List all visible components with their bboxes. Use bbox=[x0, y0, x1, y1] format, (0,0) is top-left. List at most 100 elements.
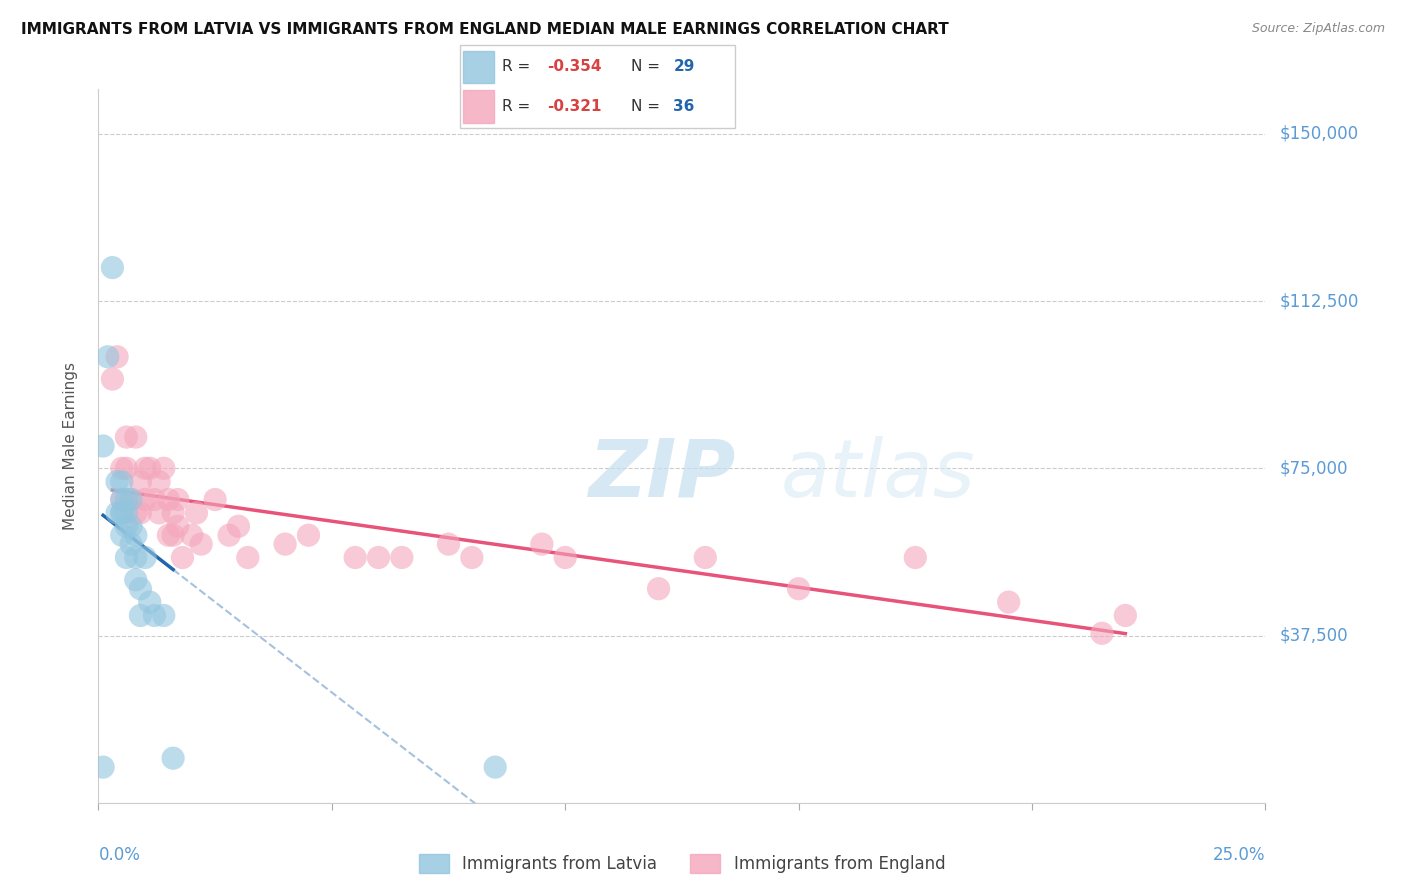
Text: 29: 29 bbox=[673, 59, 695, 74]
Point bbox=[1114, 608, 1136, 623]
Point bbox=[180, 528, 202, 542]
Text: ZIP: ZIP bbox=[589, 435, 735, 514]
Point bbox=[111, 475, 134, 489]
Point bbox=[461, 550, 484, 565]
Point bbox=[274, 537, 297, 551]
Point bbox=[105, 350, 128, 364]
Text: $150,000: $150,000 bbox=[1279, 125, 1358, 143]
Point bbox=[143, 608, 166, 623]
Text: N =: N = bbox=[631, 59, 665, 74]
Point bbox=[484, 760, 506, 774]
Point bbox=[152, 461, 174, 475]
Point bbox=[125, 550, 148, 565]
Text: -0.321: -0.321 bbox=[547, 99, 602, 114]
Point bbox=[115, 461, 138, 475]
Point bbox=[111, 492, 134, 507]
Point bbox=[647, 582, 669, 596]
Text: 36: 36 bbox=[673, 99, 695, 114]
Legend: Immigrants from Latvia, Immigrants from England: Immigrants from Latvia, Immigrants from … bbox=[412, 847, 952, 880]
Point bbox=[91, 760, 114, 774]
Point bbox=[134, 492, 156, 507]
Point bbox=[125, 506, 148, 520]
Text: atlas: atlas bbox=[782, 435, 976, 514]
Point bbox=[115, 430, 138, 444]
Point bbox=[120, 537, 142, 551]
Point bbox=[129, 582, 152, 596]
Point bbox=[148, 475, 170, 489]
Text: 25.0%: 25.0% bbox=[1213, 846, 1265, 863]
Point bbox=[162, 506, 184, 520]
Point bbox=[530, 537, 553, 551]
FancyBboxPatch shape bbox=[463, 51, 494, 83]
Text: R =: R = bbox=[502, 59, 536, 74]
Point bbox=[134, 461, 156, 475]
Point bbox=[157, 492, 180, 507]
Point bbox=[129, 608, 152, 623]
Text: $112,500: $112,500 bbox=[1279, 292, 1358, 310]
Point bbox=[111, 461, 134, 475]
Text: N =: N = bbox=[631, 99, 665, 114]
Point bbox=[157, 528, 180, 542]
Point bbox=[391, 550, 413, 565]
Point bbox=[120, 492, 142, 507]
Text: Source: ZipAtlas.com: Source: ZipAtlas.com bbox=[1251, 22, 1385, 36]
Point bbox=[148, 506, 170, 520]
Point bbox=[344, 550, 367, 565]
Point bbox=[143, 492, 166, 507]
FancyBboxPatch shape bbox=[463, 90, 494, 122]
Point bbox=[125, 528, 148, 542]
Point bbox=[115, 550, 138, 565]
Point bbox=[297, 528, 319, 542]
Point bbox=[91, 439, 114, 453]
Point bbox=[120, 519, 142, 533]
Point bbox=[120, 492, 142, 507]
Point bbox=[166, 492, 188, 507]
Point bbox=[139, 461, 162, 475]
Point bbox=[115, 519, 138, 533]
Point bbox=[134, 550, 156, 565]
Point bbox=[787, 582, 810, 596]
Point bbox=[166, 519, 188, 533]
Point bbox=[172, 550, 194, 565]
Point bbox=[190, 537, 212, 551]
Y-axis label: Median Male Earnings: Median Male Earnings bbox=[63, 362, 77, 530]
Point bbox=[111, 528, 134, 542]
Point bbox=[105, 475, 128, 489]
Text: -0.354: -0.354 bbox=[547, 59, 602, 74]
Point bbox=[904, 550, 927, 565]
Point bbox=[111, 492, 134, 507]
Point bbox=[111, 506, 134, 520]
Point bbox=[162, 751, 184, 765]
Point bbox=[162, 528, 184, 542]
Point bbox=[437, 537, 460, 551]
Text: R =: R = bbox=[502, 99, 540, 114]
Point bbox=[101, 372, 124, 386]
Point bbox=[236, 550, 259, 565]
Point bbox=[218, 528, 240, 542]
Text: $37,500: $37,500 bbox=[1279, 626, 1348, 645]
Point bbox=[111, 506, 134, 520]
FancyBboxPatch shape bbox=[460, 45, 735, 128]
Point bbox=[152, 608, 174, 623]
Point bbox=[125, 573, 148, 587]
Point bbox=[115, 492, 138, 507]
Point bbox=[186, 506, 208, 520]
Text: IMMIGRANTS FROM LATVIA VS IMMIGRANTS FROM ENGLAND MEDIAN MALE EARNINGS CORRELATI: IMMIGRANTS FROM LATVIA VS IMMIGRANTS FRO… bbox=[21, 22, 949, 37]
Point bbox=[129, 475, 152, 489]
Point bbox=[129, 506, 152, 520]
Point bbox=[115, 506, 138, 520]
Point bbox=[139, 595, 162, 609]
Point bbox=[101, 260, 124, 275]
Point bbox=[997, 595, 1019, 609]
Point bbox=[97, 350, 120, 364]
Text: 0.0%: 0.0% bbox=[98, 846, 141, 863]
Point bbox=[228, 519, 250, 533]
Point bbox=[367, 550, 389, 565]
Point bbox=[204, 492, 226, 507]
Text: $75,000: $75,000 bbox=[1279, 459, 1348, 477]
Point bbox=[1091, 626, 1114, 640]
Point bbox=[554, 550, 576, 565]
Point bbox=[695, 550, 717, 565]
Point bbox=[125, 430, 148, 444]
Point bbox=[105, 506, 128, 520]
